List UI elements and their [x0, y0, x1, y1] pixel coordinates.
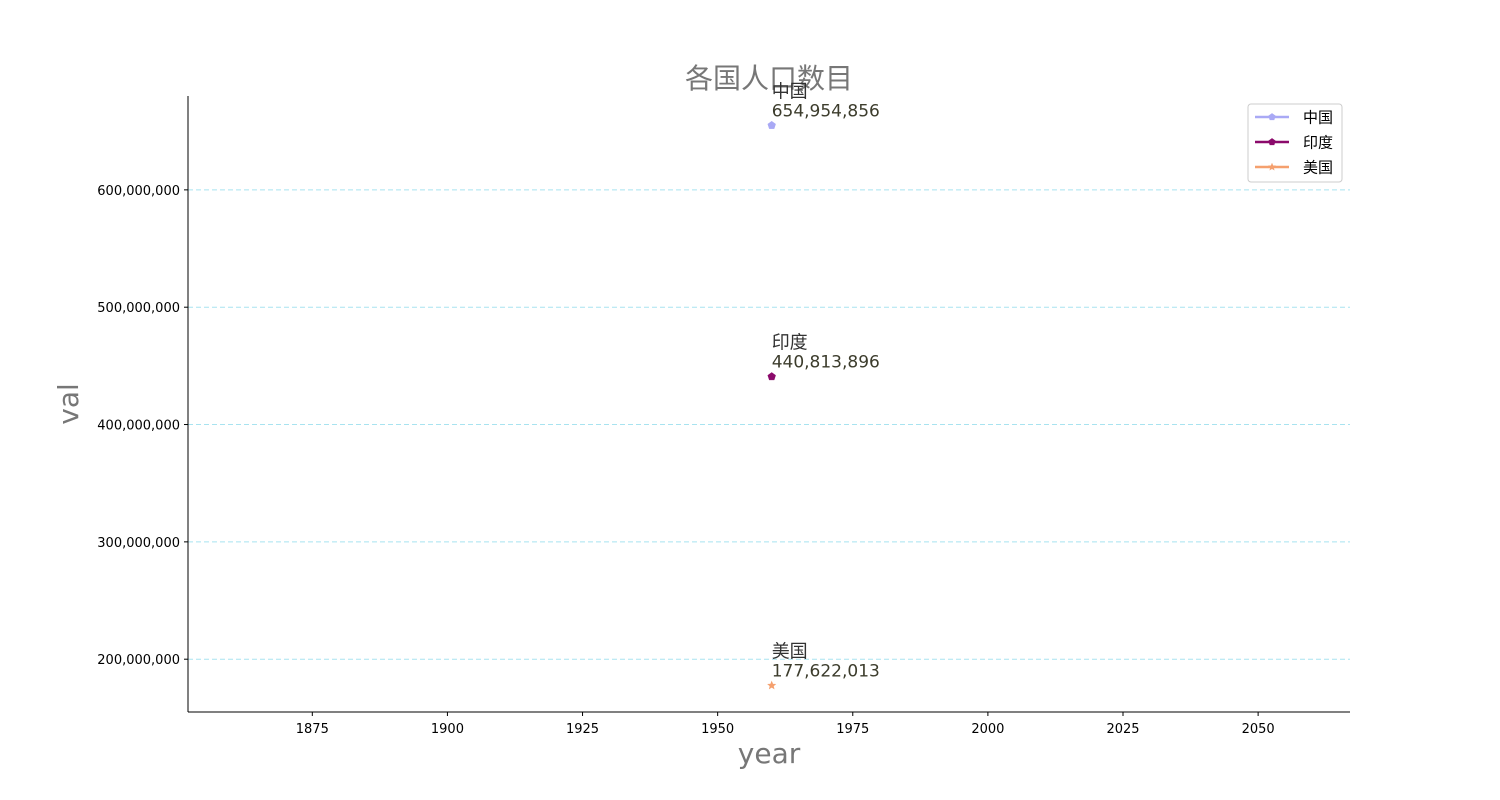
point-annotation-value: 440,813,896	[772, 353, 880, 373]
x-axis-title: year	[738, 737, 801, 770]
x-tick-label: 2025	[1106, 722, 1139, 737]
data-point	[767, 680, 777, 690]
x-tick-label: 1875	[296, 722, 329, 737]
x-tick-labels: 1875 1900 1925 1950 1975 2000 2025 2050	[296, 712, 1275, 737]
data-point	[767, 121, 776, 129]
y-tick-label: 600,000,000	[97, 184, 180, 199]
legend-item: 美国	[1255, 159, 1333, 177]
data-point	[767, 372, 776, 381]
x-tick-label: 2050	[1242, 722, 1275, 737]
y-tick-labels: 200,000,000 300,000,000 400,000,000 500,000…	[97, 184, 188, 668]
legend-label: 中国	[1303, 109, 1333, 127]
legend-label: 美国	[1303, 159, 1333, 177]
y-tick-label: 200,000,000	[97, 653, 180, 668]
legend-marker	[1267, 162, 1277, 171]
legend-frame	[1247, 103, 1343, 183]
grid-lines	[188, 189, 1350, 660]
axes	[187, 96, 1350, 713]
point-annotation-name: 美国	[772, 641, 808, 662]
y-tick-label: 300,000,000	[97, 536, 180, 551]
point-annotation-value: 654,954,856	[772, 101, 880, 121]
point-annotation-name: 中国	[772, 81, 808, 102]
x-tick-label: 1950	[701, 722, 734, 737]
x-tick-label: 1900	[431, 722, 464, 737]
legend-marker	[1268, 113, 1276, 121]
chart-title: 各国人口数目	[685, 62, 853, 95]
point-annotation-value: 177,622,013	[772, 661, 880, 681]
y-axis-title: val	[52, 383, 85, 425]
y-tick-label: 400,000,000	[97, 419, 180, 434]
legend-marker	[1268, 138, 1276, 146]
legend-item: 印度	[1255, 134, 1333, 152]
x-tick-label: 2000	[971, 722, 1004, 737]
point-annotation-name: 印度	[772, 333, 808, 354]
legend-label: 印度	[1303, 134, 1333, 152]
x-tick-label: 1975	[836, 722, 869, 737]
x-tick-label: 1925	[566, 722, 599, 737]
legend-item: 中国	[1255, 109, 1333, 127]
y-tick-label: 500,000,000	[97, 301, 180, 316]
